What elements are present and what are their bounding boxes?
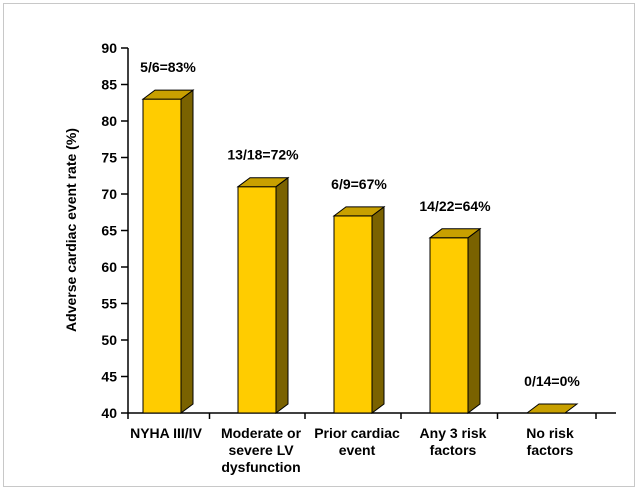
y-axis-title-group: Adverse cardiac event rate (%)	[63, 128, 79, 332]
category-label: No risk factors	[526, 425, 574, 458]
data-label: 14/22=64%	[419, 198, 491, 214]
bar	[428, 227, 482, 414]
bar	[525, 403, 579, 414]
category-label: NYHA III/IV	[130, 425, 202, 441]
bars	[141, 89, 579, 414]
bar-side	[275, 176, 289, 414]
y-tick-label: 65	[101, 223, 117, 239]
bar-top	[525, 403, 579, 414]
bar-front	[142, 98, 182, 414]
bar-front	[429, 237, 469, 414]
data-label: 13/18=72%	[227, 147, 299, 163]
bar-top	[236, 177, 290, 188]
bar-top	[332, 206, 386, 217]
bar-top	[141, 89, 195, 100]
y-tick-label: 80	[101, 113, 117, 129]
bar	[141, 89, 195, 414]
bar-side	[467, 227, 481, 414]
y-tick-label: 85	[101, 77, 117, 93]
bar-top	[428, 228, 482, 239]
category-label: Prior cardiac event	[314, 425, 400, 458]
y-tick-label: 90	[101, 40, 117, 56]
data-label: 6/9=67%	[331, 176, 387, 192]
bar-front	[237, 186, 277, 414]
y-tick-label: 55	[101, 296, 117, 312]
y-tick-label: 75	[101, 150, 117, 166]
category-label: Moderate or severe LV dysfunction	[221, 425, 302, 475]
bar	[236, 176, 290, 414]
bar-front	[333, 215, 373, 414]
bar-side	[180, 89, 194, 414]
y-tick-label: 60	[101, 259, 117, 275]
data-label: 0/14=0%	[524, 373, 580, 389]
data-labels: 5/6=83% 13/18=72% 6/9=67% 14/22=64% 0/14=0%	[140, 59, 580, 389]
chart-frame	[3, 3, 635, 487]
category-label: Any 3 risk factors	[420, 425, 487, 458]
bar	[332, 205, 386, 414]
y-tick-label: 45	[101, 369, 117, 385]
y-ticks: 40 45 50 55 60 65 70 75 80 85 90	[101, 40, 128, 421]
data-label: 5/6=83%	[140, 59, 196, 75]
category-labels: NYHA III/IV Moderate or severe LV dysfuncti…	[130, 425, 574, 475]
bar-side	[371, 205, 385, 414]
y-tick-label: 40	[101, 405, 117, 421]
y-tick-label: 50	[101, 332, 117, 348]
y-tick-label: 70	[101, 186, 117, 202]
y-axis-title: Adverse cardiac event rate (%)	[63, 128, 79, 332]
